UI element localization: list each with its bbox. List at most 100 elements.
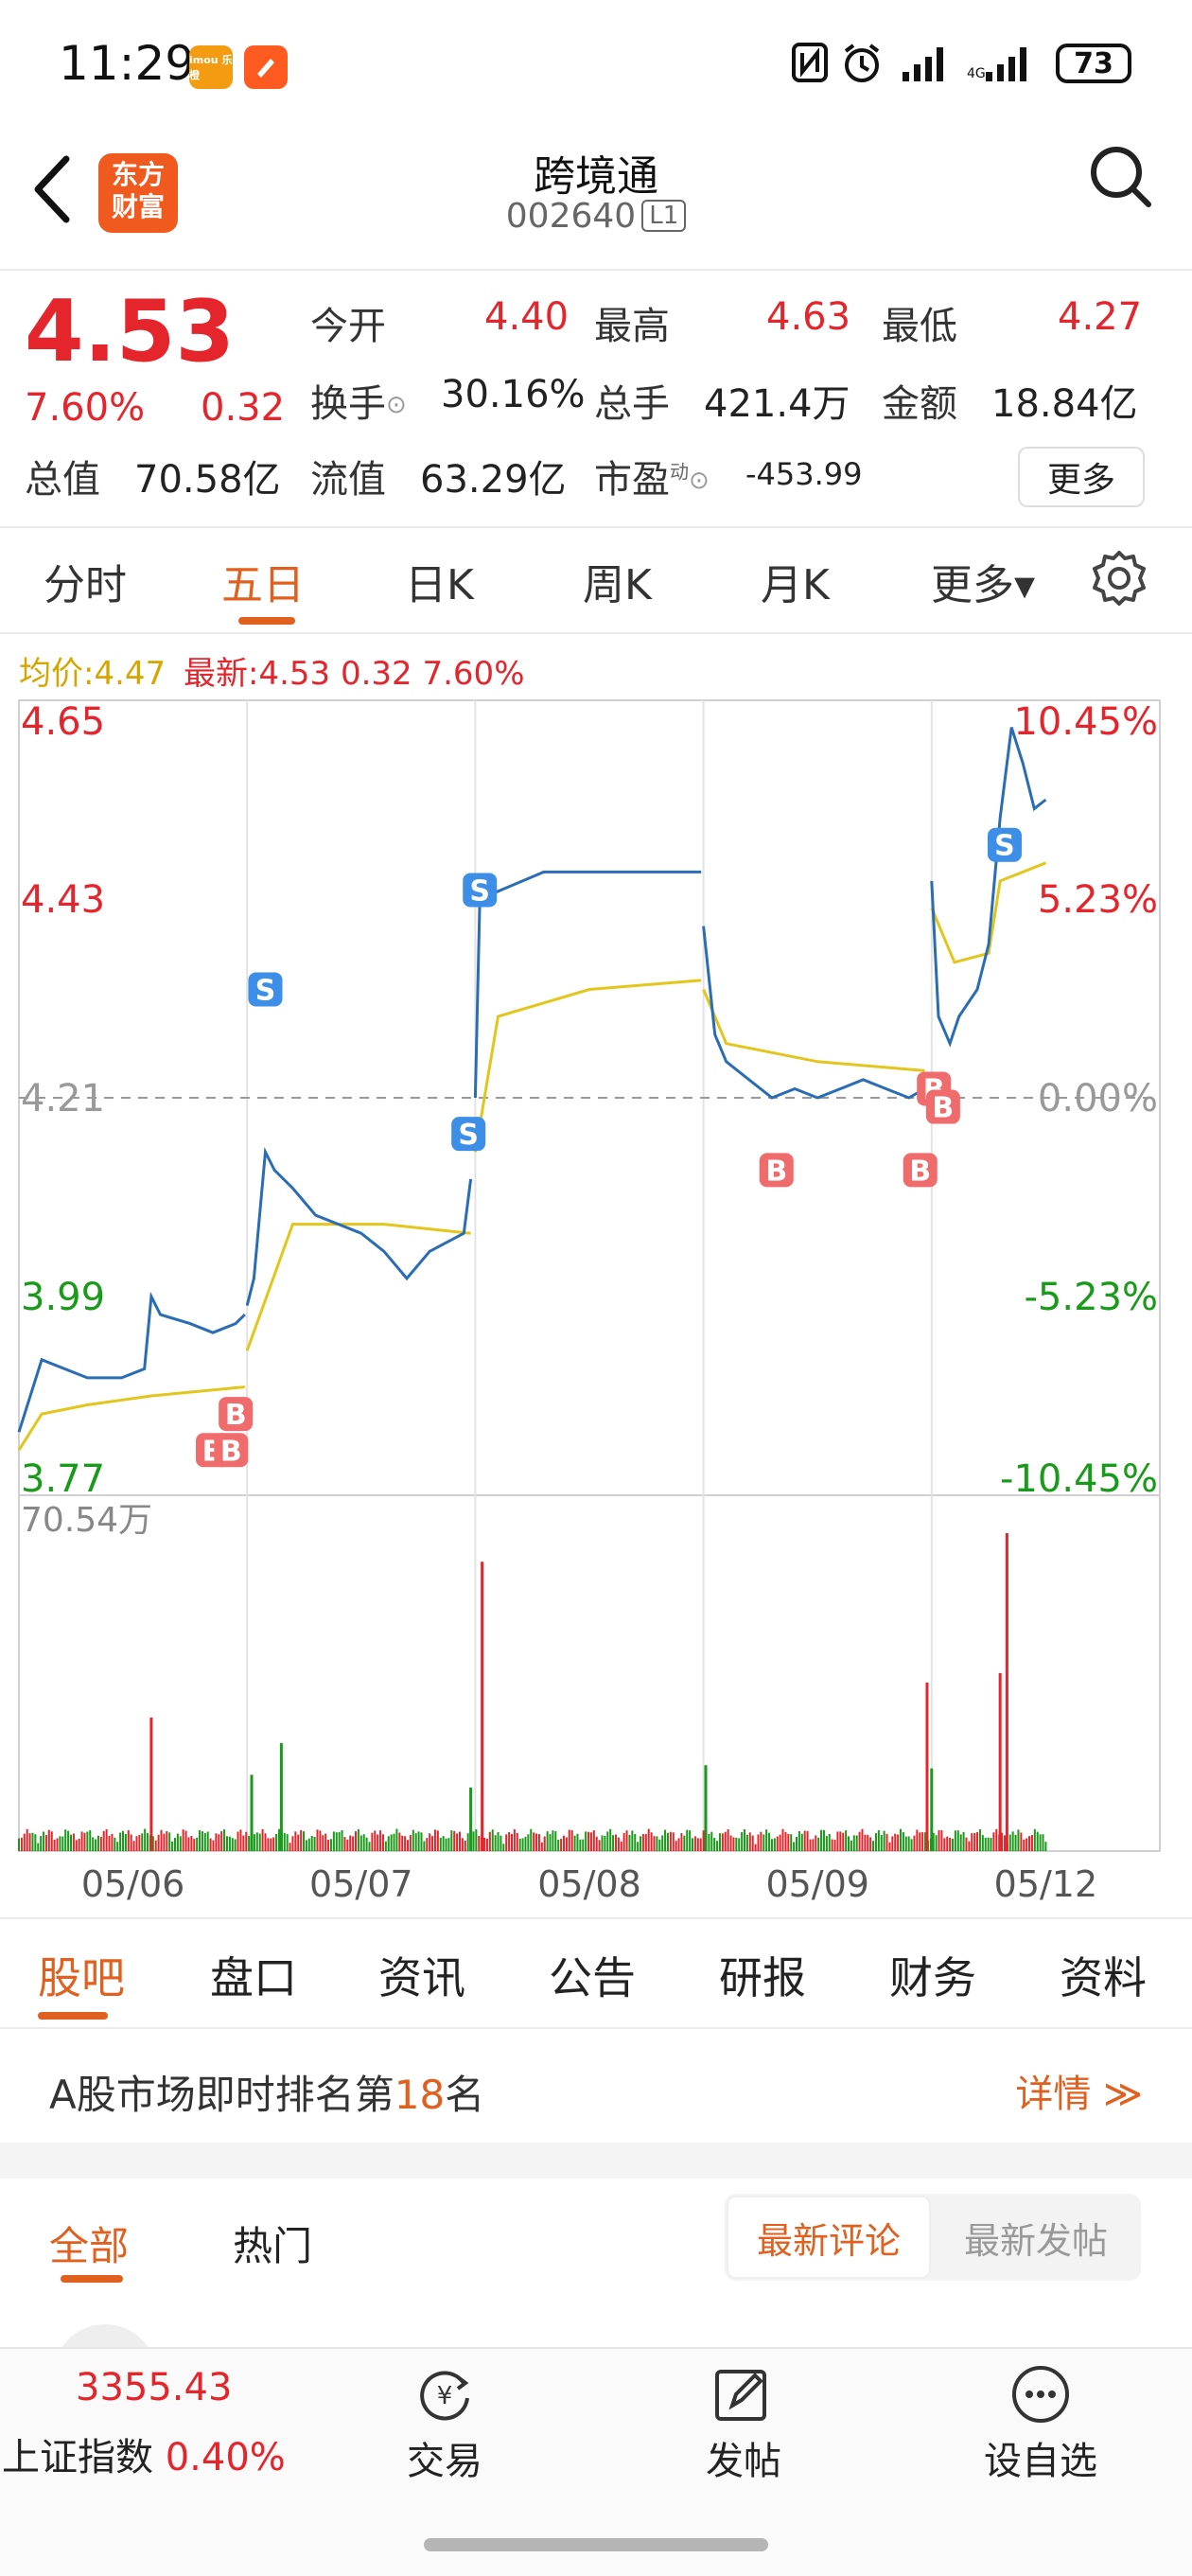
avg-price-line (245, 1223, 471, 1351)
mcap-value: 70.58亿 (134, 458, 281, 502)
sell-marker (248, 972, 283, 1007)
info-icon[interactable]: ⊙ (386, 391, 407, 419)
pe-label: 市盈动⊙ (594, 458, 710, 502)
x-date-label: 05/09 (765, 1863, 869, 1905)
x-date-label: 05/12 (994, 1863, 1098, 1905)
bottom-bar (0, 2347, 1192, 2576)
y-tick-left: 4.21 (21, 1077, 105, 1120)
low-label: 最低 (882, 305, 957, 348)
volume-max-label: 70.54万 (21, 1501, 152, 1540)
tab-pankou[interactable]: 盘口 (210, 1952, 297, 2003)
change-value: 0.32 (201, 386, 286, 430)
sell-marker (451, 1117, 486, 1152)
trade-label[interactable]: 交易 (407, 2440, 482, 2483)
buy-marker-label: B (909, 1155, 931, 1188)
five-day-chart[interactable]: SSSSBBBBBBB 4.6510.45%4.435.23%4.210.00%… (0, 691, 1192, 1912)
back-button[interactable] (28, 151, 78, 239)
tab-news[interactable]: 资讯 (378, 1952, 465, 2003)
more-dots-icon (1012, 2366, 1069, 2423)
buy-marker (903, 1153, 938, 1188)
buy-marker (759, 1153, 794, 1188)
sell-marker-label: S (255, 974, 276, 1007)
float-label: 流值 (310, 458, 386, 502)
price-line (473, 870, 702, 1099)
avg-price-line (17, 1385, 245, 1452)
high-value: 4.63 (766, 295, 851, 339)
network-type: 4G (967, 66, 986, 81)
divider (0, 526, 1192, 528)
avg-price-line (702, 988, 925, 1072)
rank-detail-link[interactable]: 详情 ≫ (1015, 2073, 1143, 2116)
turnover-label: 换手⊙ (310, 382, 407, 426)
index-value[interactable]: 3355.43 (76, 2366, 233, 2409)
change-pct: 7.60% (25, 386, 146, 430)
nfc-icon (791, 42, 829, 92)
tab-intraday[interactable]: 分时 (44, 561, 127, 609)
y-tick-left: 4.43 (21, 878, 105, 922)
last-price: 4.53 (25, 282, 236, 381)
feed-tab-all[interactable]: 全部 (49, 2223, 130, 2269)
buy-marker-label: B (220, 1435, 242, 1468)
svg-text:¥: ¥ (437, 2382, 453, 2410)
search-icon (1091, 147, 1151, 207)
trade-button[interactable]: ¥ (414, 2364, 475, 2425)
feishu-app-icon (244, 45, 288, 89)
divider (0, 2027, 1192, 2029)
sell-marker (987, 827, 1022, 862)
more-quote-button[interactable]: 更多 (1018, 447, 1145, 507)
index-name[interactable]: 上证指数 0.40% (2, 2436, 286, 2479)
app-logo[interactable]: 东方 财富 (98, 153, 178, 233)
edit-icon (715, 2370, 766, 2421)
info-icon[interactable]: ⊙ (689, 467, 710, 495)
tab-active-underline (238, 617, 295, 625)
chart-settings-button[interactable] (1090, 549, 1148, 611)
low-value: 4.27 (1058, 295, 1143, 339)
logo-text-1: 东方 (111, 159, 165, 190)
tab-announcements[interactable]: 公告 (549, 1952, 636, 2003)
price-line (245, 1146, 473, 1306)
tab-research[interactable]: 研报 (719, 1952, 806, 2003)
tab-active-underline (38, 2012, 108, 2020)
status-time: 11:29 (59, 36, 196, 91)
alarm-icon (840, 42, 884, 94)
buy-marker (925, 1089, 960, 1124)
level-badge: L1 (641, 200, 687, 232)
y-tick-right: 5.23% (1038, 878, 1158, 922)
x-date-label: 05/06 (81, 1863, 185, 1905)
y-tick-left: 3.77 (21, 1457, 105, 1501)
tab-weekly-k[interactable]: 周K (583, 561, 652, 609)
avg-price-line (473, 979, 702, 1153)
sell-marker (463, 873, 498, 908)
tab-finance[interactable]: 财务 (889, 1952, 976, 2003)
sort-latest-comment[interactable]: 最新评论 (727, 2196, 931, 2279)
feed-tab-underline (61, 2275, 123, 2283)
y-tick-left: 3.99 (21, 1276, 105, 1319)
turnover-value: 30.16% (441, 373, 586, 416)
buy-marker (214, 1433, 249, 1468)
post-button[interactable] (711, 2364, 772, 2425)
section-gap (0, 2143, 1192, 2179)
feed-tab-hot[interactable]: 热门 (233, 2223, 313, 2269)
tab-five-day[interactable]: 五日 (221, 561, 305, 609)
post-label[interactable]: 发帖 (706, 2440, 781, 2483)
add-watchlist-label[interactable]: 设自选 (984, 2440, 1097, 2483)
tab-more[interactable]: 更多▾ (931, 561, 1036, 609)
chevron-left-icon (34, 155, 70, 223)
tab-profile[interactable]: 资料 (1060, 1952, 1147, 2003)
sell-marker-label: S (994, 830, 1015, 863)
stock-code: 002640 L1 (0, 197, 1192, 236)
sell-marker-label: S (469, 874, 490, 908)
pe-value: -453.99 (745, 456, 863, 492)
tab-monthly-k[interactable]: 月K (761, 561, 830, 609)
add-watchlist-button[interactable] (1010, 2364, 1071, 2425)
y-tick-right: 0.00% (1038, 1077, 1158, 1120)
tab-daily-k[interactable]: 日K (405, 561, 474, 609)
tab-guba[interactable]: 股吧 (38, 1952, 125, 2003)
volume-frame (18, 1494, 1161, 1852)
sort-latest-post[interactable]: 最新发帖 (963, 2219, 1108, 2262)
battery-indicator: 73 (1056, 44, 1131, 83)
search-button[interactable] (1086, 142, 1154, 210)
open-label: 今开 (310, 305, 386, 348)
buy-marker-label: B (765, 1155, 787, 1188)
imou-app-icon: imou 乐橙 (189, 45, 233, 89)
